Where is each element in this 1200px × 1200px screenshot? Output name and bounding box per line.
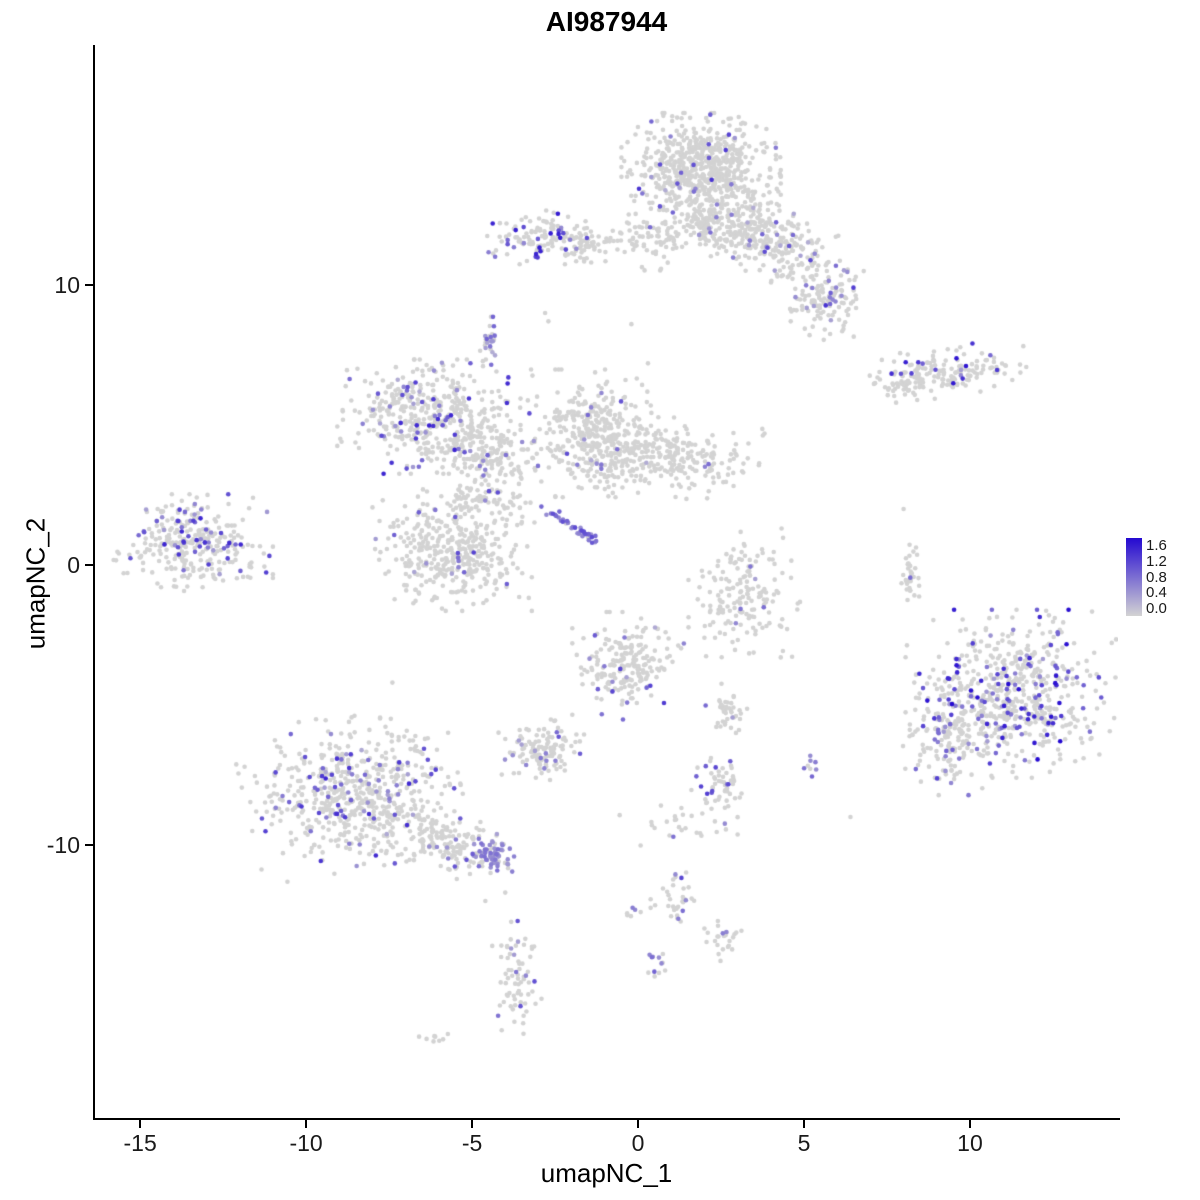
legend-tick-label: 0.4 (1146, 584, 1167, 602)
y-axis-line (93, 45, 95, 1120)
scatter-points-canvas (95, 45, 1118, 1118)
x-tick-mark (305, 1120, 308, 1128)
x-axis-line (93, 1118, 1120, 1120)
x-tick-label: 10 (957, 1130, 983, 1156)
x-tick-mark (637, 1120, 640, 1128)
legend-tick-label: 1.2 (1146, 552, 1167, 570)
x-tick-label: 5 (797, 1130, 811, 1156)
legend-tick-label: 0.8 (1146, 568, 1167, 586)
color-legend: 1.6 1.2 0.8 0.4 0.0 (1126, 538, 1167, 616)
legend-tick-label: 1.6 (1146, 537, 1167, 554)
legend-gradient-bar (1126, 538, 1142, 616)
x-tick-mark (139, 1120, 142, 1128)
plot-title: AI987944 (545, 6, 668, 37)
x-tick-mark (968, 1120, 971, 1128)
y-tick-label: 0 (67, 551, 80, 578)
y-tick-mark (85, 563, 93, 566)
y-tick-label: 10 (54, 271, 80, 298)
x-tick-label: -5 (461, 1130, 483, 1156)
x-tick-label: -15 (123, 1130, 157, 1156)
x-tick-label: 0 (631, 1130, 645, 1156)
y-tick-label: -10 (46, 831, 80, 858)
y-axis-title: umapNC_2 (20, 517, 51, 650)
y-tick-mark (85, 843, 93, 846)
x-axis-title: umapNC_1 (540, 1158, 673, 1188)
legend-tick-labels: 1.6 1.2 0.8 0.4 0.0 (1146, 538, 1167, 616)
x-tick-mark (802, 1120, 805, 1128)
x-tick-label: -10 (289, 1130, 323, 1156)
y-tick-mark (85, 283, 93, 286)
legend-tick-label: 0.0 (1146, 600, 1167, 617)
x-tick-mark (471, 1120, 474, 1128)
